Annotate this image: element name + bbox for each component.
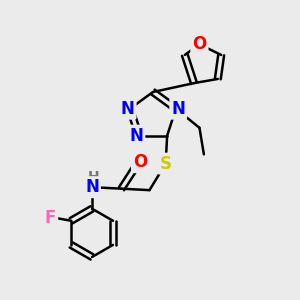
- Text: O: O: [133, 153, 147, 171]
- Text: N: N: [121, 100, 135, 118]
- Text: O: O: [192, 35, 206, 53]
- Text: N: N: [171, 100, 185, 118]
- Text: N: N: [130, 127, 143, 145]
- Text: H: H: [88, 170, 99, 184]
- Text: S: S: [160, 154, 172, 172]
- Text: F: F: [45, 209, 56, 227]
- Text: N: N: [85, 178, 99, 196]
